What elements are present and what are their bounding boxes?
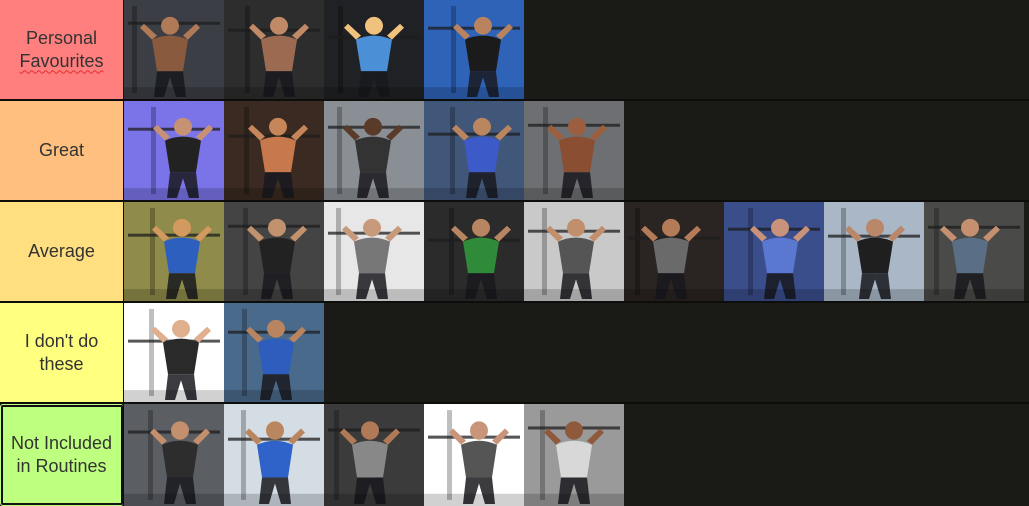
tier-row: Average xyxy=(0,202,1029,303)
rear-delt-back-icon[interactable] xyxy=(524,101,624,200)
leg-extension-icon[interactable] xyxy=(224,404,324,506)
dumbbell-row-icon[interactable] xyxy=(224,202,324,301)
tier-label-line: Personal xyxy=(25,27,98,48)
tier-label-line: Favourites xyxy=(19,50,104,71)
cable-fly-icon[interactable] xyxy=(524,202,624,301)
tier-label[interactable]: Great xyxy=(0,101,124,200)
tier-label[interactable]: Personal Favourites xyxy=(0,0,124,99)
tier-items-dropzone[interactable] xyxy=(124,404,1029,506)
lying-leg-curl-icon[interactable] xyxy=(324,404,424,506)
tier-row: I don't do these xyxy=(0,303,1029,404)
tier-label[interactable]: Average xyxy=(0,202,124,301)
rear-delt-fly-icon[interactable] xyxy=(924,202,1024,301)
tier-label[interactable]: I don't do these xyxy=(0,303,124,402)
tier-label[interactable]: Not Included in Routines xyxy=(0,404,124,506)
bench-press-cartoon-icon[interactable] xyxy=(324,0,424,99)
back-squat-icon[interactable] xyxy=(424,202,524,301)
bent-over-raise-icon[interactable] xyxy=(824,202,924,301)
tier-label-line: in Routines xyxy=(16,456,107,476)
tier-label-line: Not Included xyxy=(10,433,113,453)
hip-thrust-icon[interactable] xyxy=(624,202,724,301)
tier-row: Not Included in Routines xyxy=(0,404,1029,506)
upright-row-icon[interactable] xyxy=(124,303,224,402)
tier-items-dropzone[interactable] xyxy=(124,101,1029,200)
barbell-lunge-icon[interactable] xyxy=(124,101,224,200)
tier-label-line: Average xyxy=(28,241,95,261)
leg-curl-machine-icon[interactable] xyxy=(124,404,224,506)
tier-label-line: Great xyxy=(38,140,85,160)
face-pull-icon[interactable] xyxy=(224,0,324,99)
overhead-press-icon[interactable] xyxy=(224,101,324,200)
tier-items-dropzone[interactable] xyxy=(124,0,1029,99)
smith-machine-press-icon[interactable] xyxy=(324,101,424,200)
leg-press-icon[interactable] xyxy=(724,202,824,301)
seated-press-icon[interactable] xyxy=(424,101,524,200)
tier-label-line: these xyxy=(39,353,84,374)
deadlift-icon[interactable] xyxy=(424,0,524,99)
machine-shoulder-press-icon[interactable] xyxy=(224,303,324,402)
lat-pulldown-back-icon[interactable] xyxy=(124,0,224,99)
tier-label-line: I don't do xyxy=(24,330,99,351)
seated-machine-icon[interactable] xyxy=(424,404,524,506)
goblet-squat-icon[interactable] xyxy=(324,202,424,301)
tier-row: Great xyxy=(0,101,1029,202)
tier-items-dropzone[interactable] xyxy=(124,202,1029,301)
tier-items-dropzone[interactable] xyxy=(124,303,1029,402)
triceps-extension-icon[interactable] xyxy=(124,202,224,301)
back-shrug-icon[interactable] xyxy=(524,404,624,506)
tier-row: Personal Favourites xyxy=(0,0,1029,101)
